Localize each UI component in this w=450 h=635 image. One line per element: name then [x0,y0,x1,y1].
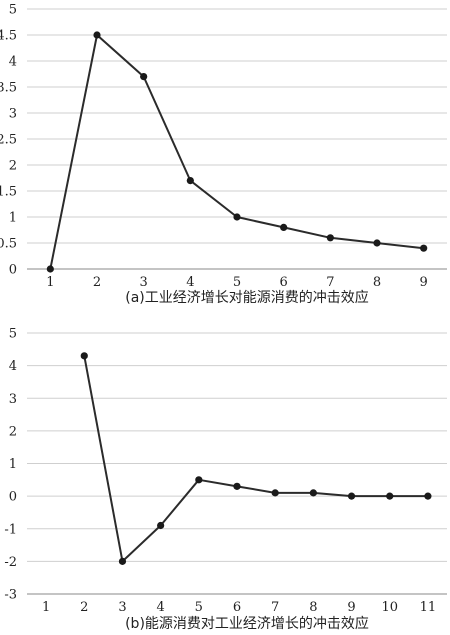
chart-b-data-point [233,482,241,490]
chart-a-y-tick-label: 0.5 [0,237,17,252]
chart-b-data-point [386,492,394,500]
chart-b-y-tick-label: 2 [9,424,17,439]
chart-a-y-tick-label: 1.5 [0,185,17,200]
chart-a-y-tick-label: 3.5 [0,81,17,96]
chart-a-x-tick-label: 8 [373,275,381,290]
chart-a-x-tick-label: 7 [326,275,334,290]
chart-a-x-tick-label: 2 [93,275,101,290]
chart-b-data-point [118,557,127,565]
chart-a-data-point [186,177,194,185]
chart-a-data-point [46,265,54,273]
chart-b-x-tick-label: 7 [271,600,279,615]
chart-b-y-tick-label: -2 [4,555,17,570]
chart-a-caption: (a)工业经济增长对能源消费的冲击效应 [125,289,369,306]
chart-a-x-tick-label: 1 [46,275,54,290]
chart-a-y-tick-label: 2 [9,159,17,174]
chart-a: 0 0.5 1 1.5 2 2.5 3 3.5 4 4.5 5 1 2 3 4 5 6 7 8 9 [0,3,447,290]
chart-a-y-tick-label: 3 [9,107,17,122]
chart-b-data-point [157,521,165,530]
chart-b-x-tick-label: 9 [347,600,355,615]
chart-a-y-tick-label: 2.5 [0,133,17,148]
chart-b-data-point [195,476,203,484]
chart-b-x-tick-label: 5 [195,600,203,615]
chart-b: -3 -2 -1 0 1 2 3 4 5 1 2 3 4 5 6 7 8 9 10 11 [4,327,447,615]
chart-b-x-tick-label: 3 [118,600,126,615]
chart-b-data-point [309,489,317,497]
chart-b-y-tick-label: 1 [9,457,17,472]
chart-b-x-tick-label: 11 [420,600,437,615]
chart-b-y-tick-label: 4 [9,359,17,374]
chart-b-data-point [80,352,88,360]
chart-a-data-point [93,31,101,39]
chart-b-x-tick-label: 6 [233,600,241,615]
chart-a-y-tick-label: 1 [9,211,17,226]
chart-a-y-tick-label: 5 [9,3,17,18]
chart-b-x-tick-label: 10 [381,600,398,615]
chart-b-series-line [83,355,428,563]
chart-b-data-point [347,492,356,500]
chart-b-x-tick-label: 1 [42,600,50,615]
chart-a-data-point [233,213,241,221]
chart-a-data-point [420,244,428,252]
chart-a-y-tick-label: 0 [9,263,17,278]
chart-a-data-point [140,73,148,81]
chart-a-series-line [49,34,424,270]
chart-b-data-point [424,492,432,500]
chart-a-data-point [373,239,381,247]
chart-b-caption: (b)能源消费对工业经济增长的冲击效应 [125,615,369,632]
chart-b-x-tick-label: 8 [309,600,317,615]
chart-a-x-tick-label: 5 [233,275,241,290]
chart-a-data-point [280,223,288,231]
chart-a-data-point [326,234,334,242]
chart-a-x-tick-label: 9 [420,275,428,290]
chart-b-y-tick-label: 0 [9,490,17,505]
chart-b-y-tick-label: -1 [4,522,17,537]
chart-a-y-tick-label: 4 [9,55,17,70]
chart-b-x-tick-label: 4 [156,600,164,615]
chart-a-x-tick-label: 6 [280,275,288,290]
chart-a-x-tick-label: 3 [140,275,148,290]
chart-a-y-tick-label: 4.5 [0,29,17,44]
chart-b-data-point [271,489,279,497]
chart-b-y-tick-label: 3 [9,392,17,407]
chart-a-x-tick-label: 4 [186,275,194,290]
chart-b-y-tick-label: 5 [9,327,17,342]
chart-b-x-tick-label: 2 [80,600,88,615]
chart-b-y-tick-label: -3 [4,588,17,603]
